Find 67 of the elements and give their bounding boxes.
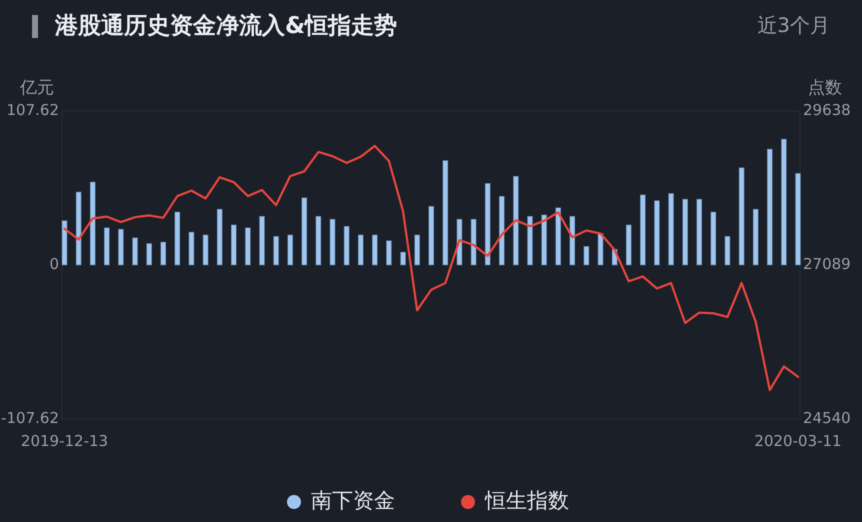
chart-title: 港股通历史资金净流入&恒指走势 — [54, 12, 398, 40]
y-tick-label: -107.62 — [1, 409, 59, 428]
bar — [287, 234, 293, 266]
bar — [330, 218, 336, 266]
bar — [484, 183, 490, 266]
bar — [752, 208, 758, 266]
bar — [259, 216, 265, 266]
legend-label: 恒生指数 — [484, 488, 569, 513]
chart-subtitle: 近3个月 — [757, 13, 830, 38]
bar — [90, 182, 96, 266]
bar — [414, 234, 420, 266]
bar — [541, 214, 547, 266]
bar — [230, 224, 237, 266]
line-series — [63, 144, 800, 392]
bar — [654, 200, 660, 266]
bar — [302, 197, 308, 266]
bar — [174, 212, 180, 266]
bar — [640, 194, 646, 266]
x-tick-label: 2019-12-13 — [20, 432, 108, 450]
bar — [202, 234, 208, 266]
y-axis-title: 亿元 — [19, 78, 54, 98]
bar — [372, 234, 378, 266]
bar — [598, 233, 604, 266]
bar — [316, 216, 322, 266]
bar — [682, 198, 688, 266]
bar — [555, 207, 561, 266]
bar — [738, 167, 744, 266]
bar — [696, 198, 702, 266]
bar — [245, 227, 251, 266]
bar — [132, 238, 138, 266]
bar — [442, 160, 448, 266]
bar — [513, 176, 519, 266]
bar — [62, 220, 68, 266]
bar — [400, 252, 406, 266]
bar — [795, 173, 801, 266]
bar — [76, 192, 82, 266]
bar — [710, 212, 716, 266]
y2-tick-label: 29638 — [803, 101, 851, 120]
legend-label: 南下资金 — [311, 488, 395, 513]
bar — [456, 218, 462, 266]
bar — [668, 193, 674, 266]
bar — [104, 227, 110, 266]
x-tick-label: 2020-03-11 — [754, 432, 842, 450]
y-tick-label: 0 — [49, 255, 59, 274]
bar — [724, 236, 730, 266]
bar — [498, 196, 505, 266]
bar — [358, 234, 364, 266]
bar — [781, 138, 787, 266]
bar — [273, 236, 279, 266]
bar — [570, 216, 576, 266]
bar — [188, 232, 194, 266]
y2-axis-title: 点数 — [808, 78, 842, 98]
bar — [160, 242, 166, 266]
bar — [428, 206, 434, 266]
bar — [626, 224, 632, 266]
bar — [344, 226, 350, 266]
y2-tick-label: 27089 — [803, 255, 851, 274]
y-tick-label: 107.62 — [6, 101, 59, 120]
bar — [118, 228, 124, 266]
y2-tick-label: 24540 — [803, 409, 851, 428]
bar — [146, 243, 152, 266]
bar — [584, 246, 590, 266]
bar — [470, 218, 476, 266]
bar — [216, 208, 222, 266]
bar — [766, 148, 773, 266]
bar — [527, 216, 533, 266]
bar — [386, 240, 392, 266]
